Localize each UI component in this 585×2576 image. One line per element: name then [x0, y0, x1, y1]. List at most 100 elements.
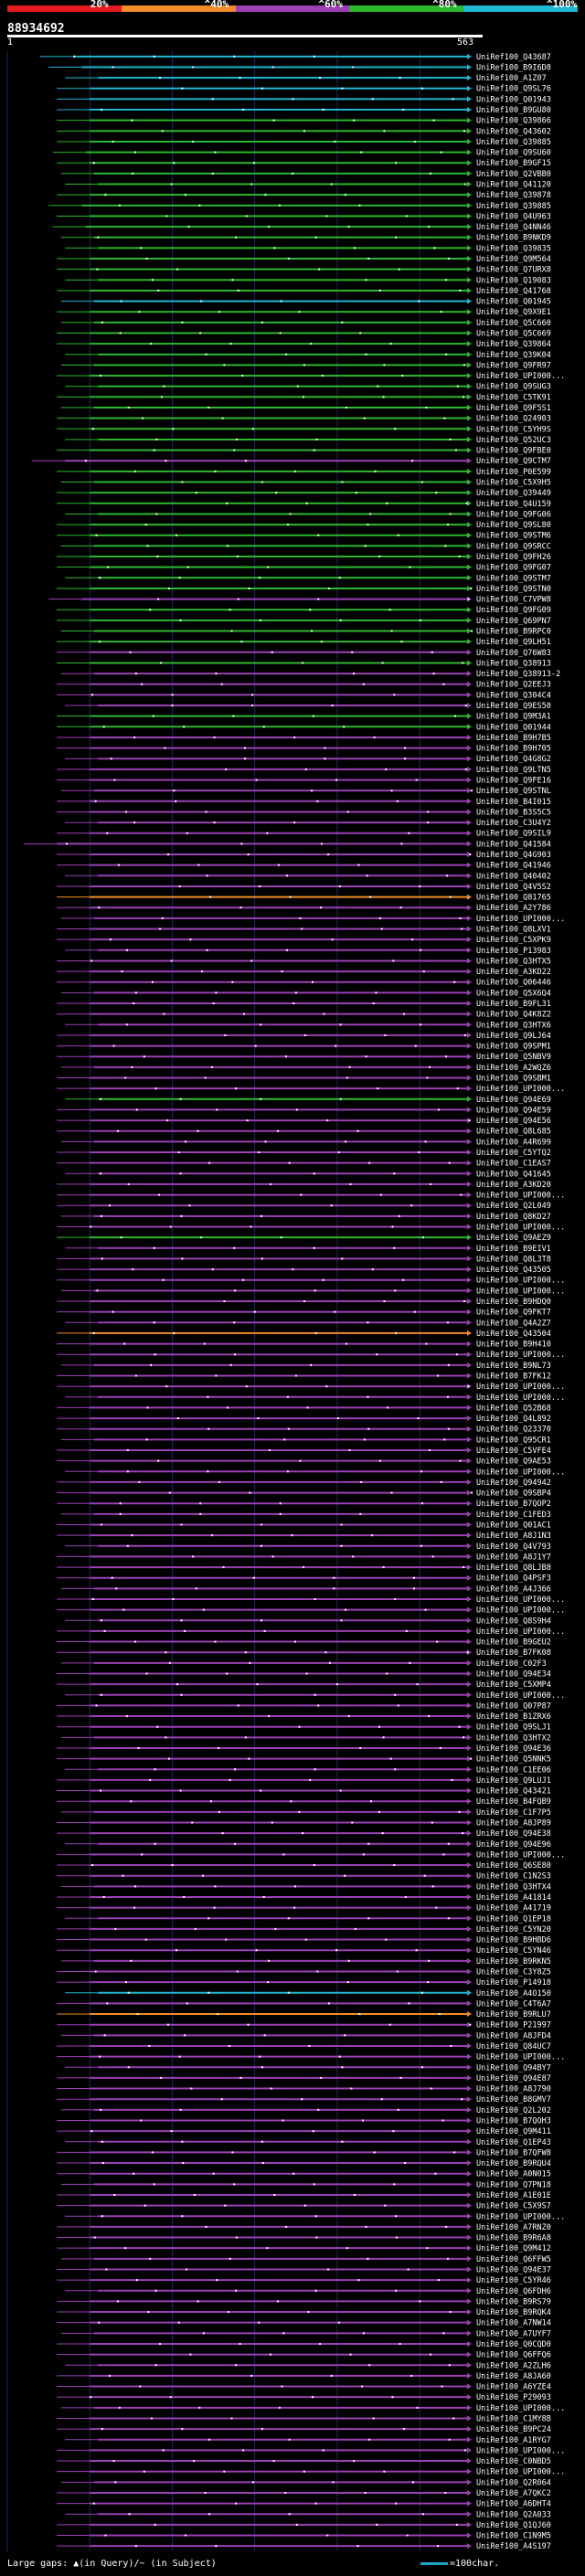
hit-label[interactable]: UniRef100_Q9FKT7: [476, 1309, 551, 1318]
hit-label[interactable]: UniRef100_Q3HTX6: [476, 1021, 551, 1030]
hit-label[interactable]: UniRef100_Q9X9E1: [476, 308, 551, 317]
hit-label[interactable]: UniRef100_Q4K8Z2: [476, 1011, 551, 1020]
hit-label[interactable]: UniRef100_Q01944: [476, 723, 551, 732]
hit-label[interactable]: UniRef100_A6YZE4: [476, 2383, 551, 2392]
hit-label[interactable]: UniRef100_Q9SL76: [476, 85, 551, 94]
hit-label[interactable]: UniRef100_Q94E36: [476, 1744, 551, 1754]
hit-label[interactable]: UniRef100_Q9SBP4: [476, 1489, 551, 1499]
hit-label[interactable]: UniRef100_Q9FG06: [476, 510, 551, 519]
hit-label[interactable]: UniRef100_C5YR46: [476, 2276, 551, 2285]
hit-label[interactable]: UniRef100_Q8LXV1: [476, 926, 551, 935]
hit-label[interactable]: UniRef100_B9NKD9: [476, 234, 551, 243]
hit-label[interactable]: UniRef100_Q9SBM1: [476, 1075, 551, 1084]
hit-label[interactable]: UniRef100_B9RLU7: [476, 2010, 551, 2019]
hit-label[interactable]: UniRef100_A4O150: [476, 1989, 551, 1998]
hit-label[interactable]: UniRef100_C1MY8B: [476, 2414, 551, 2423]
hit-label[interactable]: UniRef100_UPI000...: [476, 1468, 565, 1477]
hit-label[interactable]: UniRef100_B7QOH3: [476, 2116, 551, 2125]
hit-label[interactable]: UniRef100_C3U4Y2: [476, 819, 551, 828]
hit-label[interactable]: UniRef100_B9GEU2: [476, 1638, 551, 1648]
hit-label[interactable]: UniRef100_Q2R064: [476, 2478, 551, 2487]
hit-label[interactable]: UniRef100_Q94E56: [476, 1117, 551, 1126]
hit-label[interactable]: UniRef100_Q5NBV9: [476, 1053, 551, 1062]
hit-label[interactable]: UniRef100_UPI000...: [476, 1606, 565, 1616]
hit-label[interactable]: UniRef100_A3KD22: [476, 968, 551, 977]
hit-label[interactable]: UniRef100_Q8S9H4: [476, 1617, 551, 1626]
hit-label[interactable]: UniRef100_A8JA60: [476, 2372, 551, 2381]
hit-label[interactable]: UniRef100_A2WQZ6: [476, 1064, 551, 1073]
hit-label[interactable]: UniRef100_UPI000...: [476, 2404, 565, 2413]
hit-label[interactable]: UniRef100_Q41120: [476, 181, 551, 190]
hit-label[interactable]: UniRef100_Q9STNL: [476, 787, 551, 796]
hit-label[interactable]: UniRef100_Q9LUJ1: [476, 1776, 551, 1786]
hit-label[interactable]: UniRef100_C5XPK9: [476, 936, 551, 945]
hit-label[interactable]: UniRef100_Q94E96: [476, 1840, 551, 1850]
hit-label[interactable]: UniRef100_C5X9H5: [476, 479, 551, 488]
hit-label[interactable]: UniRef100_Q3HTX5: [476, 957, 551, 966]
hit-label[interactable]: UniRef100_Q2L202: [476, 2106, 551, 2115]
hit-label[interactable]: UniRef100_Q7URX8: [476, 266, 551, 275]
hit-label[interactable]: UniRef100_B9PC24: [476, 2425, 551, 2434]
hit-label[interactable]: UniRef100_B9HBD6: [476, 1936, 551, 1945]
hit-label[interactable]: UniRef100_Q9STN0: [476, 585, 551, 594]
hit-label[interactable]: UniRef100_C5VFE4: [476, 1447, 551, 1456]
hit-label[interactable]: UniRef100_UPI000...: [476, 2446, 565, 2455]
hit-label[interactable]: UniRef100_A8JP89: [476, 1818, 551, 1828]
hit-label[interactable]: UniRef100_Q5C660: [476, 319, 551, 328]
hit-label[interactable]: UniRef100_C1N2S3: [476, 1872, 551, 1882]
hit-label[interactable]: UniRef100_C3Y8Z5: [476, 1967, 551, 1977]
hit-label[interactable]: UniRef100_Q6FFQ6: [476, 2351, 551, 2360]
hit-label[interactable]: UniRef100_Q6SE80: [476, 1861, 551, 1871]
hit-label[interactable]: UniRef100_Q06446: [476, 979, 551, 988]
hit-label[interactable]: UniRef100_Q1EP43: [476, 2138, 551, 2147]
hit-label[interactable]: UniRef100_Q9FG07: [476, 564, 551, 573]
hit-label[interactable]: UniRef100_Q94E37: [476, 2265, 551, 2274]
hit-label[interactable]: UniRef100_C5X9S7: [476, 2202, 551, 2211]
hit-label[interactable]: UniRef100_B9RQU4: [476, 2159, 551, 2168]
hit-label[interactable]: UniRef100_A8J1N3: [476, 1532, 551, 1541]
hit-label[interactable]: UniRef100_P13983: [476, 947, 551, 956]
hit-label[interactable]: UniRef100_A7NW14: [476, 2319, 551, 2328]
hit-label[interactable]: UniRef100_UPI000...: [476, 372, 565, 381]
hit-label[interactable]: UniRef100_Q94E34: [476, 1670, 551, 1679]
hit-label[interactable]: UniRef100_Q39885: [476, 202, 551, 211]
hit-label[interactable]: UniRef100_A1RYG7: [476, 2436, 551, 2445]
hit-label[interactable]: UniRef100_Q8LJB8: [476, 1564, 551, 1573]
hit-label[interactable]: UniRef100_B9H7B5: [476, 734, 551, 743]
hit-label[interactable]: UniRef100_Q5NNK5: [476, 1755, 551, 1765]
hit-label[interactable]: UniRef100_Q39864: [476, 340, 551, 349]
hit-label[interactable]: UniRef100_Q41768: [476, 287, 551, 296]
hit-label[interactable]: UniRef100_A7QKC2: [476, 2489, 551, 2498]
hit-label[interactable]: UniRef100_UPI000...: [476, 2212, 565, 2221]
hit-label[interactable]: UniRef100_Q9SL80: [476, 521, 551, 530]
hit-label[interactable]: UniRef100_Q1QJ60: [476, 2521, 551, 2530]
hit-label[interactable]: UniRef100_C7VPW8: [476, 596, 551, 605]
hit-label[interactable]: UniRef100_B9NL73: [476, 1362, 551, 1371]
hit-label[interactable]: UniRef100_Q9FBE0: [476, 447, 551, 456]
hit-label[interactable]: UniRef100_A0N015: [476, 2170, 551, 2179]
hit-label[interactable]: UniRef100_Q07P87: [476, 1701, 551, 1711]
hit-label[interactable]: UniRef100_Q8L685: [476, 1128, 551, 1137]
hit-label[interactable]: UniRef100_UPI000...: [476, 1691, 565, 1701]
hit-label[interactable]: UniRef100_Q39866: [476, 117, 551, 126]
hit-label[interactable]: UniRef100_Q9FG09: [476, 606, 551, 615]
hit-label[interactable]: UniRef100_Q94942: [476, 1479, 551, 1488]
hit-label[interactable]: UniRef100_Q4U963: [476, 212, 551, 221]
hit-label[interactable]: UniRef100_Q52B68: [476, 1404, 551, 1413]
hit-label[interactable]: UniRef100_Q39449: [476, 489, 551, 498]
hit-label[interactable]: UniRef100_UPI000...: [476, 1627, 565, 1637]
hit-label[interactable]: UniRef100_A4J366: [476, 1585, 551, 1594]
hit-label[interactable]: UniRef100_C5YTQ2: [476, 1149, 551, 1158]
hit-label[interactable]: UniRef100_Q23370: [476, 1426, 551, 1435]
hit-label[interactable]: UniRef100_Q69PN7: [476, 617, 551, 626]
hit-label[interactable]: UniRef100_A3KD20: [476, 1181, 551, 1190]
hit-label[interactable]: UniRef100_Q9STM6: [476, 532, 551, 541]
hit-label[interactable]: UniRef100_C4T6A7: [476, 1999, 551, 2009]
hit-label[interactable]: UniRef100_Q5C669: [476, 330, 551, 339]
hit-label[interactable]: UniRef100_Q2A033: [476, 2510, 551, 2519]
hit-label[interactable]: UniRef100_B9GU80: [476, 106, 551, 115]
hit-label[interactable]: UniRef100_B3S5C5: [476, 808, 551, 817]
hit-label[interactable]: UniRef100_Q84UC7: [476, 2042, 551, 2051]
hit-label[interactable]: UniRef100_A1Z07: [476, 74, 547, 83]
hit-label[interactable]: UniRef100_B9H705: [476, 745, 551, 754]
